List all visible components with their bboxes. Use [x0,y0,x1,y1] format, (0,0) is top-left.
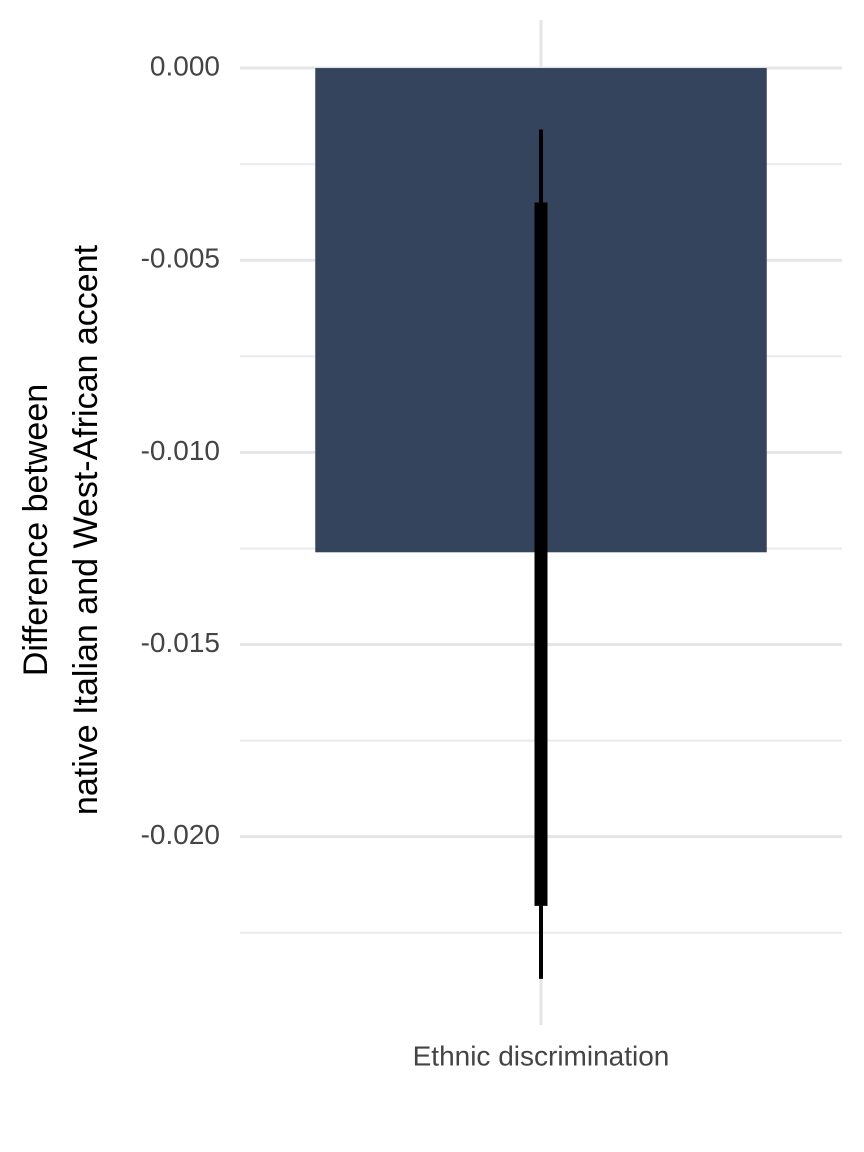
y-tick-label: -0.010 [141,435,220,466]
y-axis-title-line: Difference between [17,384,55,676]
y-tick-label: -0.015 [141,627,220,658]
y-tick-label: -0.005 [141,243,220,274]
x-tick-label: Ethnic discrimination [413,1040,670,1071]
y-tick-label: -0.020 [141,819,220,850]
y-tick-label: 0.000 [150,50,220,81]
y-axis-title-line: native Italian and West-African accent [67,244,105,815]
y-axis-title: Difference between native Italian and We… [17,244,105,815]
